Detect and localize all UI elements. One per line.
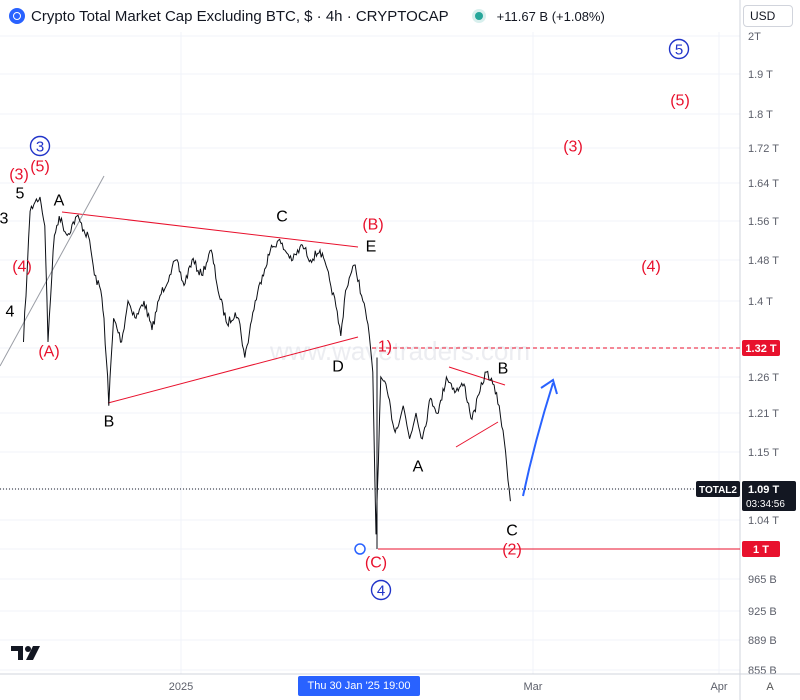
wave-labels: (3)5(5)33(4)4(A)ABC (B)ED1)BAC(2)(C)4(3)(… [0, 38, 690, 601]
price-level-tag-label: 1.32 T [745, 343, 776, 355]
arrow-head-icon [540, 378, 558, 395]
wave-label: C [276, 209, 288, 226]
symbol-logo-icon [9, 8, 25, 24]
wave-label: 1) [378, 339, 392, 356]
wave-label: 3 [36, 139, 44, 156]
price-tick-label: 2T [748, 31, 761, 43]
wave-circle-icon [29, 135, 51, 157]
last-price-marker: TOTAL2 1.09 T 03:34:56 [0, 481, 796, 511]
wave-label: 3 [0, 211, 9, 228]
horizontal-lines[interactable]: 1.32 T 1 T [354, 340, 780, 557]
bar-countdown: 03:34:56 [746, 499, 785, 510]
price-line [23, 196, 511, 535]
anchor-circle-icon[interactable] [354, 543, 366, 555]
trend-line[interactable] [455, 421, 499, 448]
price-tick-label: 965 B [748, 574, 777, 586]
trend-line[interactable] [107, 336, 359, 404]
tradingview-logo-icon[interactable] [11, 644, 43, 662]
wave-label: (3) [563, 139, 583, 156]
price-level-tag [742, 541, 780, 557]
price-level-tag-label: 1 T [753, 544, 769, 556]
time-tick-label: Mar [524, 681, 543, 693]
price-tick-label: 1.15 T [748, 447, 779, 459]
time-tick-label: Apr [710, 681, 727, 693]
price-tick-label: 1.9 T [748, 69, 773, 81]
symbol-tag-label: TOTAL2 [699, 485, 737, 496]
wave-label: 4 [6, 304, 15, 321]
price-tick-label: 1.26 T [748, 372, 779, 384]
symbol-title[interactable]: Crypto Total Market Cap Excluding BTC, $… [31, 7, 449, 25]
wave-label: (C) [365, 555, 387, 572]
price-axis[interactable]: 2T 1.9 T 1.8 T 1.72 T 1.64 T 1.56 T 1.48 T 1.4 … [739, 0, 779, 700]
trend-line[interactable] [448, 366, 506, 386]
wave-label: (5) [30, 159, 50, 176]
price-change: +11.67 B (+1.08%) [496, 8, 605, 24]
time-tick-label: 2025 [169, 681, 193, 693]
wave-label: D [332, 359, 344, 376]
price-tick-label: 855 B [748, 665, 777, 677]
wave-label: (3) [9, 167, 29, 184]
watermark-text: www.wavetraders.com [269, 336, 530, 366]
price-tick-label: 1.64 T [748, 178, 779, 190]
wave-label: E [366, 239, 377, 256]
wave-label: 5 [675, 42, 683, 59]
auto-scale-button[interactable]: A [766, 681, 774, 693]
projection-arrow[interactable] [522, 378, 558, 497]
wave-label: (5) [670, 93, 690, 110]
wave-label: 4 [377, 583, 385, 600]
arrow-shaft[interactable] [522, 382, 554, 497]
time-axis[interactable]: 2025 Mar Apr [0, 673, 800, 693]
price-tick-label: 1.4 T [748, 296, 773, 308]
wave-label: C [506, 523, 518, 540]
chart-header: Crypto Total Market Cap Excluding BTC, $… [0, 0, 740, 32]
wave-circle-icon [370, 579, 392, 601]
last-price-value: 1.09 T [748, 484, 779, 496]
wave-label: (4) [12, 259, 32, 276]
price-tick-label: 1.56 T [748, 216, 779, 228]
price-tick-label: 889 B [748, 635, 777, 647]
wave-label: A [413, 459, 424, 476]
last-price-tag [742, 481, 796, 511]
wave-label: (B) [362, 217, 383, 234]
wave-label: A [54, 193, 65, 210]
wave-label: (2) [502, 542, 522, 559]
trend-line[interactable] [61, 211, 359, 248]
price-tick-label: 1.21 T [748, 408, 779, 420]
wave-label: 5 [16, 186, 25, 203]
currency-button[interactable]: USD [743, 5, 793, 27]
wave-circle-icon [668, 38, 690, 60]
price-tick-label: 1.04 T [748, 515, 779, 527]
wave-label: B [104, 414, 115, 431]
price-tick-label: 1.48 T [748, 255, 779, 267]
symbol-tag [696, 481, 740, 497]
wave-label: B [498, 361, 509, 378]
price-tick-label: 1.72 T [748, 143, 779, 155]
crosshair-time-label: Thu 30 Jan '25 19:00 [298, 676, 420, 696]
market-status-icon[interactable] [474, 12, 483, 20]
price-tick-label: 1.8 T [748, 109, 773, 121]
wave-label: (A) [38, 344, 59, 361]
price-level-tag [742, 340, 780, 356]
price-tick-label: 925 B [748, 606, 777, 618]
wave-label: (4) [641, 259, 661, 276]
